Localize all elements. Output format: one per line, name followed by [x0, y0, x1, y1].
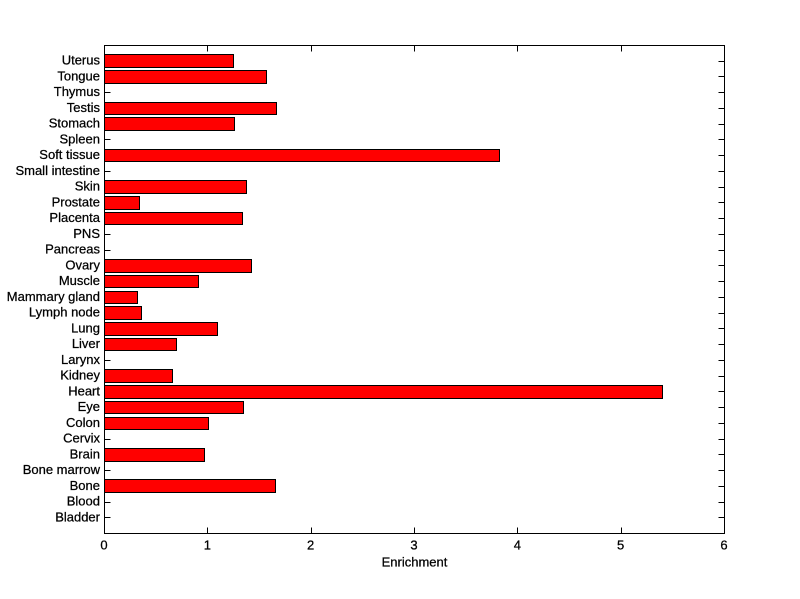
svg-text:Heart: Heart [68, 383, 100, 398]
svg-text:1: 1 [204, 538, 211, 553]
svg-text:Ovary: Ovary [65, 257, 100, 272]
svg-text:Bladder: Bladder [55, 509, 100, 524]
svg-text:Soft tissue: Soft tissue [39, 147, 100, 162]
svg-text:6: 6 [720, 538, 727, 553]
svg-text:Bone marrow: Bone marrow [23, 462, 101, 477]
svg-text:Kidney: Kidney [60, 368, 100, 383]
svg-text:Larynx: Larynx [61, 352, 101, 367]
svg-text:Spleen: Spleen [60, 131, 100, 146]
svg-text:Bone: Bone [70, 478, 100, 493]
svg-text:Brain: Brain [70, 446, 100, 461]
svg-text:Enrichment: Enrichment [382, 555, 448, 570]
svg-text:4: 4 [514, 538, 521, 553]
svg-text:5: 5 [617, 538, 624, 553]
svg-text:Thymus: Thymus [54, 84, 101, 99]
svg-text:Stomach: Stomach [49, 116, 100, 131]
svg-text:Blood: Blood [67, 494, 100, 509]
svg-text:Skin: Skin [75, 179, 100, 194]
svg-text:Tongue: Tongue [57, 68, 100, 83]
svg-text:Liver: Liver [72, 336, 101, 351]
svg-text:2: 2 [307, 538, 314, 553]
svg-text:Pancreas: Pancreas [45, 242, 100, 257]
svg-text:Cervix: Cervix [63, 431, 100, 446]
svg-text:Eye: Eye [78, 399, 100, 414]
svg-text:Lymph node: Lymph node [29, 305, 100, 320]
svg-text:3: 3 [410, 538, 417, 553]
svg-text:PNS: PNS [73, 226, 100, 241]
svg-text:Small intestine: Small intestine [15, 163, 100, 178]
svg-text:Placenta: Placenta [49, 210, 100, 225]
svg-text:Prostate: Prostate [52, 194, 100, 209]
svg-text:Testis: Testis [67, 100, 101, 115]
svg-text:Lung: Lung [71, 320, 100, 335]
svg-text:Uterus: Uterus [62, 53, 101, 68]
svg-text:0: 0 [100, 538, 107, 553]
svg-text:Colon: Colon [66, 415, 100, 430]
svg-text:Muscle: Muscle [59, 273, 100, 288]
svg-text:Mammary gland: Mammary gland [7, 289, 100, 304]
